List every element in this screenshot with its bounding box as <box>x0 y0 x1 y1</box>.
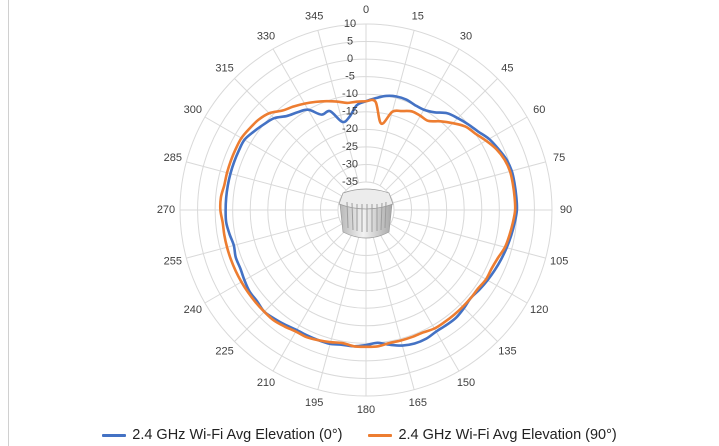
angle-label: 45 <box>501 62 513 74</box>
radial-tick-label: -35 <box>342 176 358 188</box>
radial-tick-label: 10 <box>344 18 356 30</box>
legend: 2.4 GHz Wi-Fi Avg Elevation (0°) 2.4 GHz… <box>0 424 719 446</box>
angle-label: 150 <box>457 377 475 389</box>
grid-spoke <box>372 30 415 184</box>
angle-label: 210 <box>257 377 275 389</box>
angle-label: 180 <box>357 404 375 416</box>
grid-spoke <box>392 216 546 259</box>
radial-tick-labels: 10 5 0 -5 -10 -15 -20 -25 -30 -35 <box>342 18 358 188</box>
grid-spoke <box>379 48 460 187</box>
radial-tick-label: -5 <box>345 71 355 83</box>
angle-label: 315 <box>215 62 233 74</box>
legend-swatch-0 <box>102 433 127 437</box>
angle-label: 270 <box>157 204 175 216</box>
grid-spoke <box>234 78 347 191</box>
grid-spoke <box>234 229 347 342</box>
series-line-1 <box>218 98 517 349</box>
angle-label: 240 <box>184 304 202 316</box>
legend-item-series-0: 2.4 GHz Wi-Fi Avg Elevation (0°) <box>102 427 342 443</box>
radial-tick-label: -25 <box>342 141 358 153</box>
legend-swatch-1 <box>368 433 393 437</box>
grid-spoke <box>372 236 415 390</box>
angle-label: 105 <box>550 256 568 268</box>
angle-label: 345 <box>305 11 323 23</box>
angle-label: 300 <box>184 104 202 116</box>
angle-label: 195 <box>305 397 323 409</box>
grid-spoke <box>389 116 528 197</box>
grid-spoke <box>379 233 460 372</box>
grid-spoke <box>317 236 360 390</box>
radial-tick-label: -10 <box>342 88 358 100</box>
series-line-0 <box>224 94 519 348</box>
grid-spoke <box>272 233 353 372</box>
angle-label: 165 <box>409 397 427 409</box>
grid-spoke <box>186 216 340 259</box>
angle-label: 135 <box>498 345 516 357</box>
angle-label: 225 <box>215 345 233 357</box>
angle-label: 60 <box>533 104 545 116</box>
angle-label: 330 <box>257 31 275 43</box>
radial-tick-label: 5 <box>347 35 353 47</box>
radial-tick-label: -15 <box>342 106 358 118</box>
grid-spoke <box>389 223 528 304</box>
angle-label: 75 <box>553 152 565 164</box>
angle-labels: 0153045607590105120135150165180195210225… <box>157 4 572 416</box>
grid-spoke <box>385 78 498 191</box>
grid-spoke <box>186 161 340 204</box>
frame-edge <box>8 0 9 446</box>
grid-spoke <box>317 30 360 184</box>
angle-label: 0 <box>363 4 369 16</box>
grid-spoke <box>392 161 546 204</box>
radial-tick-label: 0 <box>347 53 353 65</box>
series-lines <box>218 94 519 349</box>
angle-label: 255 <box>164 256 182 268</box>
angle-label: 90 <box>560 204 572 216</box>
angle-label: 15 <box>412 11 424 23</box>
polar-chart: 0153045607590105120135150165180195210225… <box>157 4 572 416</box>
radial-tick-label: -30 <box>342 158 358 170</box>
access-point-device-image <box>338 188 394 239</box>
angle-label: 120 <box>530 304 548 316</box>
angle-label: 30 <box>460 31 472 43</box>
angle-label: 285 <box>164 152 182 164</box>
grid-spoke <box>204 223 343 304</box>
grid-spoke <box>204 116 343 197</box>
legend-item-series-1: 2.4 GHz Wi-Fi Avg Elevation (90°) <box>368 427 617 443</box>
legend-label-1: 2.4 GHz Wi-Fi Avg Elevation (90°) <box>398 427 617 443</box>
grid-spoke <box>272 48 353 187</box>
legend-label-0: 2.4 GHz Wi-Fi Avg Elevation (0°) <box>132 427 343 443</box>
grid-spoke <box>385 229 498 342</box>
radial-tick-label: -20 <box>342 123 358 135</box>
